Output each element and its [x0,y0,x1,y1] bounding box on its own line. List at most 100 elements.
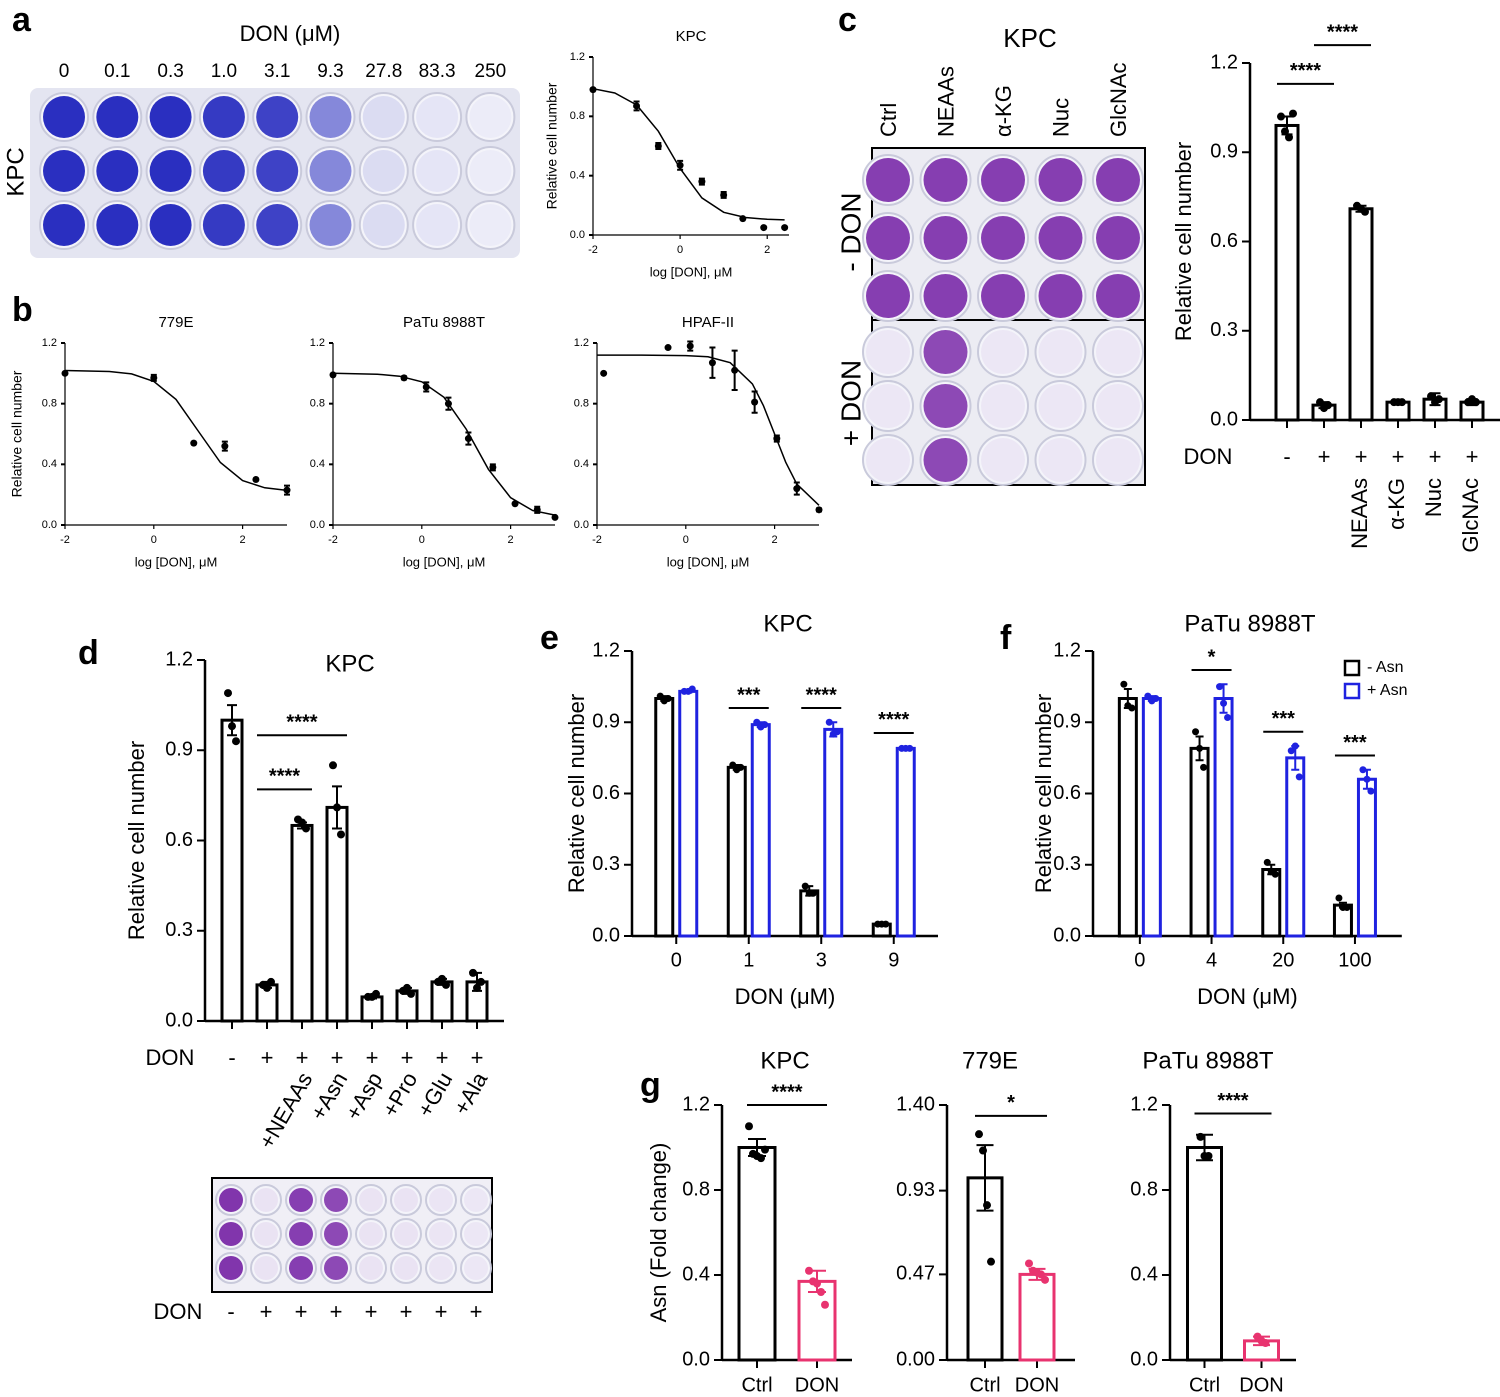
data-point [1196,1132,1205,1141]
chart-title: 779E [158,314,193,331]
y-axis-label: Relative cell number [9,370,25,497]
treatment-sign: + [330,1299,343,1324]
data-point [232,737,240,746]
y-tick-label: 1.2 [310,337,325,349]
x-tick-label: -2 [588,244,598,256]
well [862,434,914,486]
well-stain [464,1256,488,1280]
chart-title: KPC [325,650,374,677]
treatment-label: DON [154,1299,203,1324]
plate-column: 0 [59,61,70,82]
y-axis-label: Relative cell number [1171,142,1196,341]
fit-curve [592,87,785,221]
data-point [801,882,809,890]
data-point [1271,870,1279,878]
well-stain [429,1256,453,1280]
data-point [1343,904,1351,911]
data-point [1144,692,1152,700]
x-tick-label: 20 [1272,949,1294,971]
data-point [698,178,706,186]
treatment-sign: - [228,1045,235,1070]
y-tick-label: 0.0 [1130,1348,1158,1370]
y-tick-label: 0.4 [42,458,57,470]
significance-label: * [1208,646,1216,668]
plate-row-label: KPC [2,147,29,196]
well-stain [219,1188,243,1212]
well [358,146,409,196]
y-tick-label: 0.0 [310,519,325,531]
x-tick-label: 2 [764,244,770,256]
bar [290,823,314,1023]
y-tick-label: 1.2 [1130,1093,1158,1115]
data-point [739,215,747,223]
bar [220,718,244,1023]
data-point [551,513,559,521]
x-tick-label: 9 [888,949,899,971]
bar [797,1279,837,1362]
data-point [761,721,769,729]
x-axis-label: DON (μM) [735,984,836,1009]
x-tick-label: 2 [772,534,778,546]
data-point [809,889,817,897]
legend-swatch [1343,682,1361,700]
data-point [1263,858,1271,866]
well-stain [866,274,910,318]
y-tick-label: 1.2 [574,337,589,349]
legend-label: + Asn [1367,682,1407,699]
plate-column: 0.3 [157,61,183,82]
data-point [882,920,890,928]
well-stain [309,204,352,246]
well-stain [254,1188,278,1212]
well [1092,380,1144,432]
data-point [1261,1339,1270,1347]
y-tick-label: 0.8 [574,398,589,410]
data-point [1367,787,1375,795]
y-tick-label: 0.0 [592,924,620,946]
panel-letter: d [78,634,99,672]
significance-label: *** [1272,708,1296,730]
significance-label: **** [286,711,317,733]
plate-row-label: + DON [835,360,866,446]
well-stain [309,150,352,192]
well-stain [289,1256,313,1280]
treatment-sign: + [471,1045,484,1070]
well-stain [254,1256,278,1280]
treatment-sign: + [1466,444,1479,469]
data-point [654,142,662,150]
well-stain [43,204,85,246]
y-tick-label: 0.3 [165,919,193,941]
y-tick-label: 0.6 [592,782,620,804]
y-tick-label: 0.8 [682,1178,710,1200]
treatment-sign: + [1318,444,1331,469]
bar [823,727,844,938]
data-point [1204,1152,1213,1160]
well-stain [981,384,1025,428]
x-tick-label: α-KG [1384,478,1409,530]
y-tick-label: 0.00 [896,1348,935,1370]
well-stain [362,204,405,246]
well [250,1218,282,1250]
well-stain [469,96,512,138]
x-tick-label: 1 [743,949,754,971]
y-tick-label: 0.4 [1130,1263,1158,1285]
data-point [1128,704,1136,712]
y-tick-label: 0.6 [165,829,193,851]
well [425,1252,457,1284]
y-tick-label: 0.8 [570,110,585,122]
well-stain [981,216,1025,260]
data-point [664,695,672,702]
significance-label: **** [878,709,909,731]
well-stain [429,1188,453,1212]
x-tick-label: 3 [816,949,827,971]
treatment-sign: + [470,1299,483,1324]
well-stain [1096,384,1140,428]
data-point [793,485,801,493]
y-tick-label: 0.0 [1053,924,1081,946]
y-tick-label: 0.8 [310,398,325,410]
well-stain [416,204,459,246]
y-tick-label: 1.2 [682,1093,710,1115]
well-stain [1038,384,1083,428]
well [250,1184,282,1216]
y-tick-label: 0.4 [682,1263,710,1285]
plate-column: GlcNAc [1106,62,1131,137]
